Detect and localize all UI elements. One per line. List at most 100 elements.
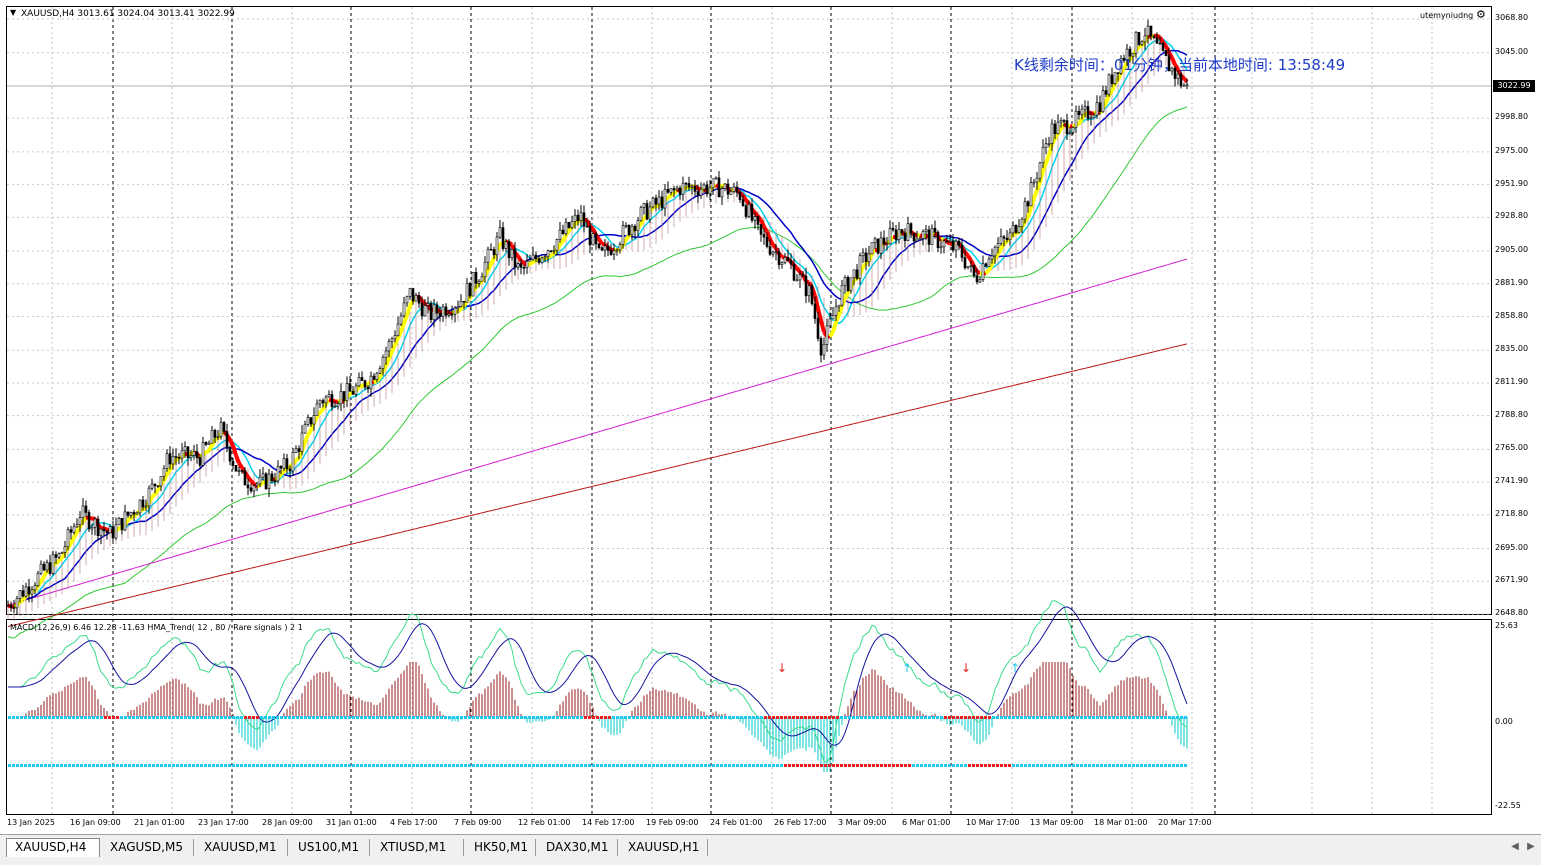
- hma-dot: [132, 716, 135, 719]
- candle-body: [628, 225, 630, 235]
- candle-body: [40, 564, 42, 573]
- candle-body: [364, 381, 366, 388]
- hma-dot: [28, 764, 31, 767]
- candle-body: [931, 228, 933, 244]
- hma-dot: [300, 716, 303, 719]
- hma-dot: [840, 764, 843, 767]
- candle-body: [586, 226, 588, 227]
- hma-dot: [544, 764, 547, 767]
- hma-dot: [256, 764, 259, 767]
- hma-dot: [400, 716, 403, 719]
- hma-dot: [928, 764, 931, 767]
- hma-dot: [1124, 716, 1127, 719]
- hma-dot: [944, 716, 947, 719]
- hma-dot: [396, 764, 399, 767]
- hma-dot: [612, 716, 615, 719]
- hma-dot: [32, 764, 35, 767]
- candle-body: [865, 253, 867, 262]
- hma-dot: [192, 716, 195, 719]
- tab-dax30-m1[interactable]: DAX30,M1: [538, 839, 618, 856]
- hma-dot: [608, 764, 611, 767]
- price-tick-label: 2648.80: [1495, 608, 1528, 617]
- hma-dot: [624, 716, 627, 719]
- hma-dot: [736, 764, 739, 767]
- tab-xtiusd-m1[interactable]: XTIUSD,M1: [372, 839, 464, 856]
- hma-dot: [512, 716, 515, 719]
- candle-body: [187, 447, 189, 458]
- tab-xauusd-m1[interactable]: XAUUSD,M1: [196, 839, 288, 856]
- hma-dot: [1136, 764, 1139, 767]
- hma-dot: [496, 716, 499, 719]
- hma-dot: [340, 716, 343, 719]
- hma-dot: [68, 764, 71, 767]
- candle-body: [706, 185, 708, 194]
- candle-body: [151, 484, 153, 488]
- candle-body: [760, 224, 762, 234]
- hma-dot: [532, 764, 535, 767]
- candle-body: [289, 469, 291, 471]
- price-tick-label: 3045.00: [1495, 47, 1528, 56]
- hma-dot: [844, 764, 847, 767]
- hma-dot: [1104, 716, 1107, 719]
- tab-hk50-m1[interactable]: HK50,M1: [466, 839, 536, 856]
- hma-dot: [1012, 716, 1015, 719]
- hma-dot: [1172, 716, 1175, 719]
- hma-dot: [992, 716, 995, 719]
- hma-dot: [1076, 716, 1079, 719]
- collapse-icon[interactable]: ▼: [10, 8, 16, 17]
- hma-dot: [244, 716, 247, 719]
- tab-xauusd-h4[interactable]: XAUUSD,H4: [6, 838, 100, 857]
- hma-dot: [472, 764, 475, 767]
- hma-dot: [876, 764, 879, 767]
- candle-body: [841, 285, 843, 305]
- candle-body: [718, 178, 720, 197]
- signal-arrow-icon: ↓: [961, 661, 971, 675]
- hma-dot: [620, 716, 623, 719]
- candle-body: [34, 586, 36, 590]
- candle-body: [238, 470, 240, 471]
- macd-tick-label: -22.55: [1495, 801, 1521, 810]
- tab-xagusd-m5[interactable]: XAGUSD,M5: [102, 839, 194, 856]
- hma-dot: [732, 716, 735, 719]
- hma-dot: [1068, 716, 1071, 719]
- hma-dot: [188, 764, 191, 767]
- hma-dot: [32, 716, 35, 719]
- chevron-left-icon[interactable]: ◀: [1508, 840, 1522, 854]
- price-chart[interactable]: ↓↑↓↑: [0, 0, 1541, 834]
- hma-dot: [92, 716, 95, 719]
- candle-body: [1066, 120, 1068, 133]
- hma-dot: [516, 764, 519, 767]
- hma-dot: [588, 716, 591, 719]
- tab-xauusd-h1[interactable]: XAUUSD,H1: [620, 839, 708, 856]
- hma-dot: [128, 716, 131, 719]
- hma-dot: [100, 764, 103, 767]
- hma-dot: [500, 716, 503, 719]
- candle-body: [646, 203, 648, 219]
- candle-body: [127, 512, 129, 515]
- candle-body: [553, 250, 555, 251]
- hma-dot: [1000, 764, 1003, 767]
- hma-dot: [696, 764, 699, 767]
- hma-dot: [864, 764, 867, 767]
- candle-body: [247, 485, 249, 488]
- hma-dot: [960, 716, 963, 719]
- hma-dot: [836, 764, 839, 767]
- hma-dot: [1052, 716, 1055, 719]
- chevron-right-icon[interactable]: ▶: [1524, 840, 1538, 854]
- candle-body: [907, 224, 909, 241]
- tab-us100-m1[interactable]: US100,M1: [290, 839, 370, 856]
- hma-dot: [216, 764, 219, 767]
- gear-icon[interactable]: ⚙: [1476, 8, 1486, 21]
- time-tick-label: 23 Jan 17:00: [198, 818, 249, 827]
- candle-body: [502, 228, 504, 249]
- ribbon-segment: [230, 440, 233, 446]
- hma-dot: [592, 764, 595, 767]
- candle-body: [952, 241, 954, 250]
- hma-dot: [364, 764, 367, 767]
- candle-body: [385, 351, 387, 357]
- candle-body: [496, 237, 498, 255]
- hma-dot: [424, 764, 427, 767]
- hma-dot: [196, 764, 199, 767]
- hma-dot: [400, 764, 403, 767]
- candle-body: [1021, 219, 1023, 227]
